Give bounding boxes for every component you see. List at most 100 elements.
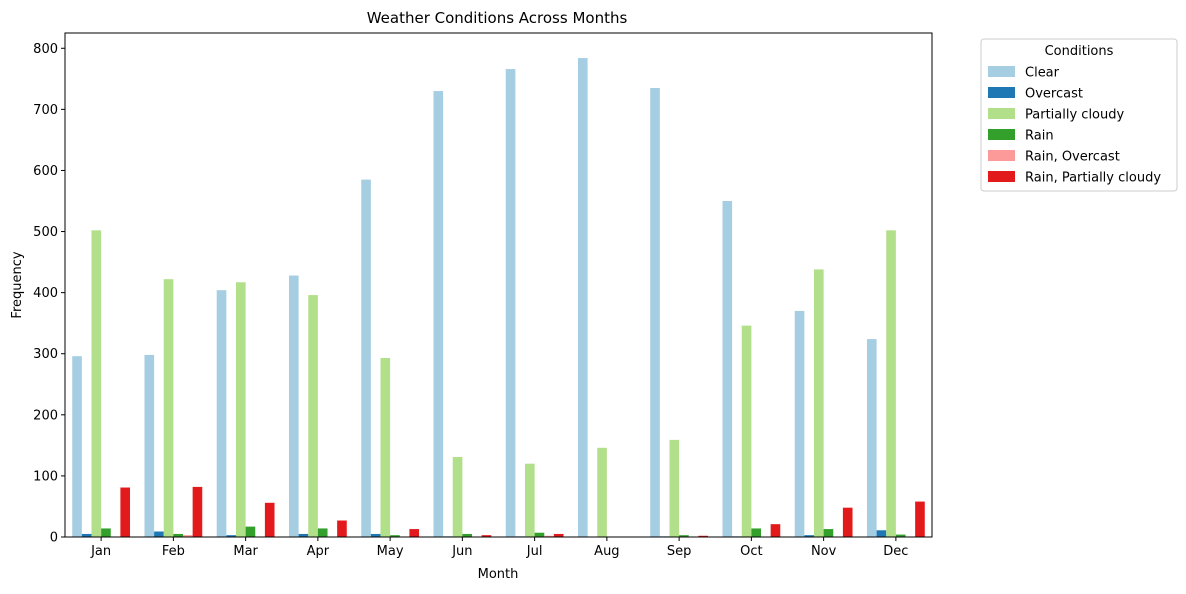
- x-tick-label: Sep: [667, 544, 692, 559]
- y-tick-label: 300: [33, 347, 58, 362]
- legend-label: Rain, Partially cloudy: [1025, 171, 1161, 186]
- bar-apr-clear: [288, 275, 299, 537]
- bar-feb-rain-partially-cloudy: [192, 486, 203, 537]
- bar-mar-partially-cloudy: [235, 282, 246, 537]
- y-axis-label: Frequency: [10, 251, 25, 318]
- bar-oct-rain: [751, 528, 762, 537]
- bar-feb-partially-cloudy: [163, 279, 174, 537]
- legend-title: Conditions: [1045, 44, 1114, 59]
- bar-jan-clear: [72, 356, 82, 537]
- bar-mar-rain: [245, 526, 256, 537]
- legend-swatch: [988, 171, 1015, 182]
- bar-dec-partially-cloudy: [886, 230, 896, 537]
- bar-may-rain-partially-cloudy: [409, 529, 420, 537]
- legend-swatch: [988, 66, 1015, 77]
- legend-label: Partially cloudy: [1025, 108, 1124, 123]
- bar-aug-clear: [577, 58, 588, 538]
- bar-apr-overcast: [298, 533, 309, 537]
- bar-aug-partially-cloudy: [597, 447, 607, 537]
- plot-frame: [64, 32, 933, 538]
- bar-nov-rain: [823, 529, 834, 537]
- bar-may-rain: [390, 535, 400, 537]
- bar-feb-rain-overcast: [183, 535, 193, 537]
- bar-feb-clear: [144, 354, 155, 537]
- x-tick-label: Apr: [307, 544, 330, 559]
- bar-dec-clear: [866, 339, 877, 537]
- bar-apr-rain-partially-cloudy: [337, 520, 347, 537]
- y-tick-label: 600: [33, 164, 58, 179]
- bar-jan-rain-partially-cloudy: [120, 487, 131, 537]
- bar-mar-clear: [216, 290, 227, 537]
- bar-jul-partially-cloudy: [524, 463, 535, 537]
- x-axis-label: Month: [478, 567, 519, 582]
- legend-swatch: [988, 108, 1015, 119]
- bar-jul-clear: [505, 69, 516, 537]
- bar-dec-rain-partially-cloudy: [915, 501, 925, 537]
- x-tick-label: May: [377, 544, 404, 559]
- bar-dec-rain: [895, 534, 906, 537]
- bar-jan-overcast: [81, 533, 92, 537]
- y-tick-label: 200: [33, 408, 58, 423]
- bar-may-partially-cloudy: [380, 358, 391, 537]
- y-tick-label: 500: [33, 225, 58, 240]
- bar-may-overcast: [370, 533, 381, 537]
- bar-may-clear: [361, 179, 371, 537]
- bar-apr-rain: [317, 528, 328, 537]
- x-tick-label: Feb: [162, 544, 185, 559]
- bar-oct-rain-partially-cloudy: [770, 524, 781, 537]
- legend-swatch: [988, 150, 1015, 161]
- bar-jan-rain: [101, 528, 111, 537]
- bar-dec-overcast: [876, 530, 887, 537]
- bar-jul-rain-partially-cloudy: [553, 533, 564, 537]
- bar-sep-partially-cloudy: [669, 439, 680, 537]
- y-tick-label: 800: [33, 42, 58, 57]
- x-tick-label: Oct: [740, 544, 762, 559]
- x-tick-label: Dec: [883, 544, 908, 559]
- legend-label: Rain, Overcast: [1025, 150, 1120, 165]
- bar-jan-partially-cloudy: [91, 230, 102, 537]
- bar-jul-rain-overcast: [544, 535, 554, 537]
- x-tick-label: Jun: [451, 544, 472, 559]
- bar-feb-overcast: [154, 531, 164, 537]
- bar-nov-overcast: [804, 535, 814, 537]
- bar-jun-clear: [433, 91, 444, 537]
- legend-label: Overcast: [1025, 87, 1083, 102]
- chart-title: Weather Conditions Across Months: [367, 9, 628, 27]
- bar-jul-rain: [534, 532, 545, 537]
- bar-mar-rain-partially-cloudy: [264, 502, 275, 537]
- bar-nov-partially-cloudy: [813, 269, 824, 537]
- bar-nov-clear: [794, 310, 805, 537]
- y-tick-label: 100: [33, 469, 58, 484]
- bars-layer: [72, 58, 925, 538]
- legend-swatch: [988, 87, 1015, 98]
- bar-jun-rain: [462, 533, 473, 537]
- x-tick-label: Jul: [526, 544, 543, 559]
- y-axis: 0 100 200 300 400 500 600 700 800: [33, 42, 65, 546]
- x-tick-label: Nov: [811, 544, 837, 559]
- bar-mar-overcast: [226, 535, 236, 537]
- bar-oct-clear: [722, 201, 733, 537]
- x-tick-label: Jan: [90, 544, 111, 559]
- legend-label: Clear: [1025, 66, 1060, 81]
- bar-sep-rain: [679, 535, 689, 537]
- bar-sep-rain-partially-cloudy: [698, 535, 709, 537]
- x-axis: Jan Feb Mar Apr May Jun Jul Aug Sep Oct Nov Dec: [90, 537, 908, 559]
- bar-apr-partially-cloudy: [308, 295, 318, 537]
- x-tick-label: Aug: [594, 544, 619, 559]
- x-tick-label: Mar: [233, 544, 258, 559]
- legend-frame: [980, 38, 1178, 192]
- bar-feb-rain: [173, 533, 184, 537]
- bar-oct-partially-cloudy: [741, 325, 752, 537]
- legend-items: Clear Overcast Partially cloudy Rain Rain, O…: [988, 66, 1161, 186]
- legend-label: Rain: [1025, 129, 1054, 144]
- y-tick-label: 0: [50, 531, 58, 546]
- legend: Conditions Clear Overcast Partially cloudy…: [980, 38, 1178, 192]
- y-tick-label: 700: [33, 103, 58, 118]
- bar-jun-partially-cloudy: [452, 456, 463, 537]
- bar-nov-rain-partially-cloudy: [842, 507, 853, 537]
- bar-sep-clear: [650, 87, 660, 537]
- legend-swatch: [988, 129, 1015, 140]
- y-tick-label: 400: [33, 286, 58, 301]
